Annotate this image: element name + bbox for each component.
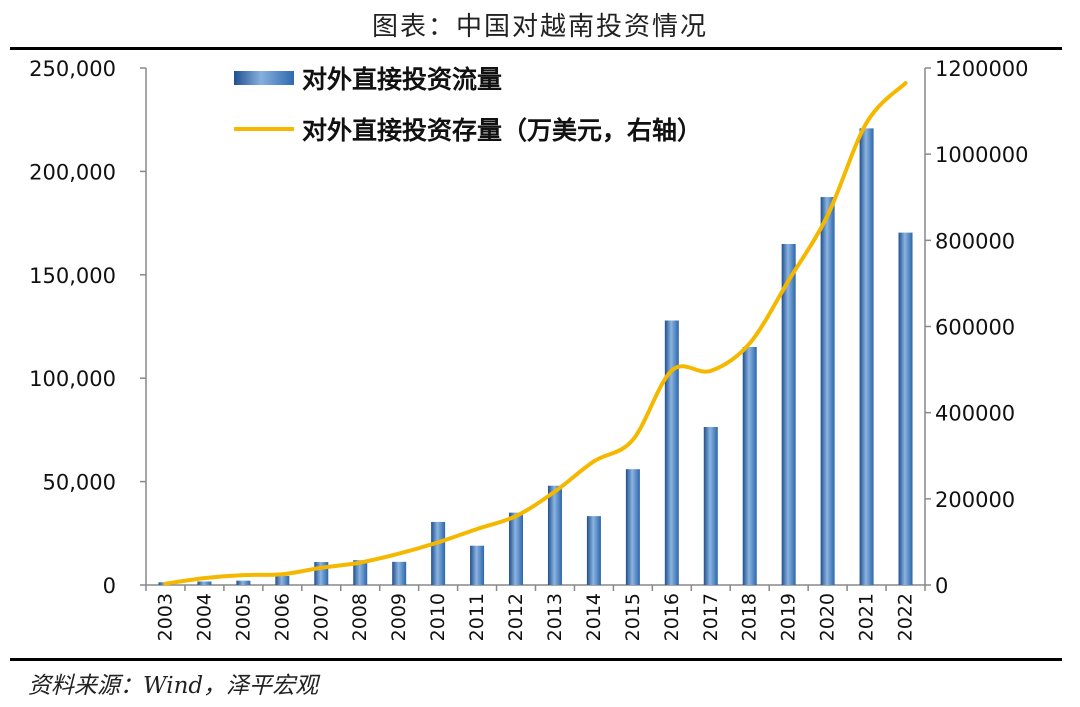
bar-2018 bbox=[742, 346, 757, 585]
line-group bbox=[163, 81, 908, 586]
bar-2015 bbox=[625, 469, 640, 585]
left-tick-label: 50,000 bbox=[43, 471, 116, 495]
x-tick-label: 2015 bbox=[622, 593, 644, 641]
top-rule bbox=[10, 47, 1062, 50]
bar-2016 bbox=[664, 320, 679, 585]
legend-item-flow: 对外直接投资流量 bbox=[234, 62, 702, 94]
left-tick-label: 0 bbox=[103, 574, 116, 598]
bar-2009 bbox=[392, 561, 407, 585]
x-tick-label: 2011 bbox=[466, 593, 488, 641]
x-tick-label: 2006 bbox=[271, 593, 293, 641]
bar-2010 bbox=[431, 521, 446, 585]
right-tick-label: 400000 bbox=[935, 402, 1015, 426]
left-tick-label: 250,000 bbox=[29, 57, 116, 81]
bar-2011 bbox=[470, 545, 485, 585]
x-tick-label: 2003 bbox=[154, 593, 176, 641]
x-tick-label: 2019 bbox=[778, 593, 800, 641]
bar-2019 bbox=[781, 243, 796, 585]
legend-label-stock: 对外直接投资存量（万美元，右轴） bbox=[302, 116, 703, 145]
right-tick-label: 0 bbox=[935, 574, 948, 598]
legend-item-stock: 对外直接投资存量（万美元，右轴） bbox=[234, 113, 702, 145]
left-tick-label: 150,000 bbox=[29, 264, 116, 288]
x-tick-label: 2007 bbox=[310, 593, 332, 641]
stock-line bbox=[163, 81, 908, 586]
x-tick-label: 2008 bbox=[349, 593, 371, 641]
x-tick-label: 2018 bbox=[739, 593, 761, 641]
right-tick-label: 200000 bbox=[935, 488, 1015, 512]
bar-2008 bbox=[353, 560, 368, 585]
ticks-group: 0 50,000 100,000 150,000 200,000 250,000 0 2000… bbox=[29, 57, 1028, 641]
right-tick-label: 800000 bbox=[935, 229, 1015, 253]
x-tick-label: 2009 bbox=[388, 593, 410, 641]
bars-group bbox=[158, 128, 913, 585]
right-tick-label: 600000 bbox=[935, 316, 1015, 340]
x-tick-label: 2013 bbox=[544, 593, 566, 641]
bar-2014 bbox=[586, 516, 601, 585]
bar-2020 bbox=[820, 197, 835, 585]
bar-2013 bbox=[547, 485, 562, 585]
legend-swatch-bar bbox=[234, 71, 294, 85]
bar-2012 bbox=[509, 512, 524, 585]
legend-label-flow: 对外直接投资流量 bbox=[302, 65, 503, 94]
bar-2017 bbox=[703, 427, 718, 585]
bottom-rule bbox=[10, 658, 1062, 661]
right-tick-label: 1200000 bbox=[935, 57, 1029, 81]
bar-2004 bbox=[197, 581, 212, 585]
left-tick-label: 200,000 bbox=[29, 160, 116, 184]
bar-2022 bbox=[898, 232, 913, 585]
x-tick-label: 2016 bbox=[661, 593, 683, 641]
bar-2006 bbox=[275, 575, 290, 585]
bar-2005 bbox=[236, 580, 251, 585]
legend-swatch-line bbox=[234, 127, 294, 131]
x-tick-label: 2022 bbox=[895, 593, 917, 641]
bar-2021 bbox=[859, 128, 874, 585]
x-tick-label: 2020 bbox=[817, 593, 839, 641]
x-tick-label: 2021 bbox=[856, 593, 878, 641]
x-tick-label: 2004 bbox=[193, 593, 215, 641]
x-tick-label: 2005 bbox=[232, 593, 254, 641]
x-tick-label: 2014 bbox=[583, 593, 605, 641]
x-tick-label: 2017 bbox=[700, 593, 722, 641]
right-tick-label: 1000000 bbox=[935, 143, 1029, 167]
source-note: 资料来源：Wind，泽平宏观 bbox=[28, 673, 319, 699]
x-tick-label: 2010 bbox=[427, 593, 449, 641]
legend: 对外直接投资流量 对外直接投资存量（万美元，右轴） bbox=[234, 62, 702, 164]
left-tick-label: 100,000 bbox=[29, 367, 116, 391]
chart-title: 图表：中国对越南投资情况 bbox=[371, 12, 708, 42]
x-tick-label: 2012 bbox=[505, 593, 527, 641]
